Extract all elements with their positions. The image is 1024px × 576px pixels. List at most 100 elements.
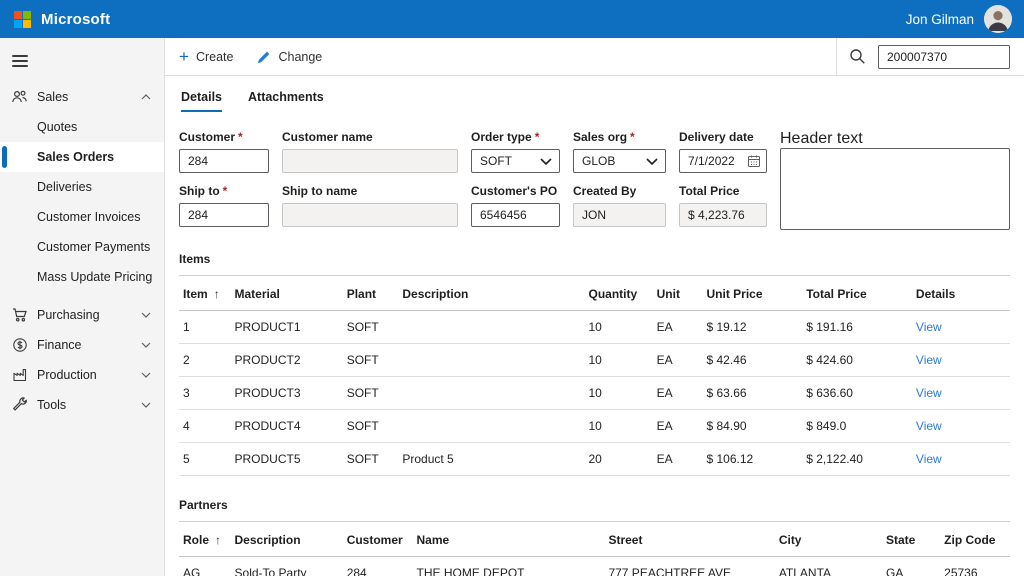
customer-input[interactable] <box>179 149 269 173</box>
column-header-quantity[interactable]: Quantity <box>585 276 653 311</box>
search-input[interactable] <box>878 45 1010 69</box>
user-menu[interactable]: Jon Gilman <box>906 5 1012 33</box>
tab-attachments[interactable]: Attachments <box>248 90 324 112</box>
cell: $ 42.46 <box>703 344 803 377</box>
column-header-city[interactable]: City <box>775 522 882 557</box>
selected-indicator <box>2 146 7 168</box>
partners-header-row: Role↑DescriptionCustomerNameStreetCitySt… <box>179 522 1010 557</box>
cell: THE HOME DEPOT <box>412 557 604 576</box>
items-header-row: Item↑MaterialPlantDescriptionQuantityUni… <box>179 276 1010 311</box>
column-header-name[interactable]: Name <box>412 522 604 557</box>
wrench-icon <box>11 397 28 413</box>
cell <box>398 344 584 377</box>
view-details-link[interactable]: View <box>916 386 942 400</box>
column-header-zip-code[interactable]: Zip Code <box>940 522 1010 557</box>
table-row: 3PRODUCT3SOFT10EA$ 63.66$ 636.60View <box>179 377 1010 410</box>
sort-ascending-icon: ↑ <box>214 287 220 301</box>
user-name: Jon Gilman <box>906 12 974 27</box>
cell: $ 106.12 <box>703 443 803 476</box>
view-details-link[interactable]: View <box>916 452 942 466</box>
column-header-customer[interactable]: Customer <box>343 522 413 557</box>
cell: GA <box>882 557 940 576</box>
sidebar-group-label: Tools <box>37 398 132 412</box>
brand-name: Microsoft <box>41 11 110 28</box>
customers-po-input[interactable] <box>471 203 560 227</box>
column-header-details[interactable]: Details <box>912 276 1010 311</box>
chevron-down-icon <box>141 402 151 408</box>
dollar-circle-icon <box>11 337 28 353</box>
sidebar-group-production[interactable]: Production <box>0 360 164 390</box>
sidebar-group-label: Sales <box>37 90 132 104</box>
column-header-unit-price[interactable]: Unit Price <box>703 276 803 311</box>
content: Details Attachments Customer * Customer n… <box>165 76 1024 576</box>
change-button-label: Change <box>278 50 322 64</box>
cell: EA <box>653 443 703 476</box>
column-header-description[interactable]: Description <box>231 522 343 557</box>
required-marker: * <box>223 184 228 198</box>
column-header-unit[interactable]: Unit <box>653 276 703 311</box>
tab-details[interactable]: Details <box>181 90 222 112</box>
avatar[interactable] <box>984 5 1012 33</box>
created-by-input <box>573 203 666 227</box>
sidebar-group-tools[interactable]: Tools <box>0 390 164 420</box>
total-price-input <box>679 203 767 227</box>
cell: EA <box>653 344 703 377</box>
sidebar-item-quotes[interactable]: Quotes <box>0 112 164 142</box>
sidebar-item-label: Sales Orders <box>37 150 114 164</box>
person-photo-icon <box>984 5 1012 33</box>
order-type-dropdown[interactable]: SOFT <box>471 149 560 173</box>
sidebar-item-customer-payments[interactable]: Customer Payments <box>0 232 164 262</box>
ship-to-name-field: Ship to name <box>282 184 458 227</box>
sidebar-item-deliveries[interactable]: Deliveries <box>0 172 164 202</box>
column-header-total-price[interactable]: Total Price <box>802 276 912 311</box>
cell: 5 <box>179 443 231 476</box>
cell: View <box>912 377 1010 410</box>
calendar-icon[interactable] <box>747 154 761 168</box>
sales-org-dropdown[interactable]: GLOB <box>573 149 666 173</box>
factory-icon <box>11 367 28 383</box>
app-window: Microsoft Jon Gilman <box>0 0 1024 576</box>
sidebar-item-label: Customer Invoices <box>37 210 141 224</box>
hamburger-menu-icon[interactable] <box>0 46 40 82</box>
sidebar-item-sales-orders[interactable]: Sales Orders <box>0 142 164 172</box>
sidebar-group-sales[interactable]: Sales <box>0 82 164 112</box>
cell: $ 636.60 <box>802 377 912 410</box>
column-header-material[interactable]: Material <box>231 276 343 311</box>
sidebar-group-purchasing[interactable]: Purchasing <box>0 300 164 330</box>
table-row: 1PRODUCT1SOFT10EA$ 19.12$ 191.16View <box>179 311 1010 344</box>
sidebar-item-mass-update-pricing[interactable]: Mass Update Pricing <box>0 262 164 292</box>
view-details-link[interactable]: View <box>916 320 942 334</box>
cell: Product 5 <box>398 443 584 476</box>
cell: SOFT <box>343 344 399 377</box>
brand[interactable]: Microsoft <box>14 11 110 28</box>
cell: 10 <box>585 311 653 344</box>
table-row: 2PRODUCT2SOFT10EA$ 42.46$ 424.60View <box>179 344 1010 377</box>
sidebar-item-customer-invoices[interactable]: Customer Invoices <box>0 202 164 232</box>
column-header-role[interactable]: Role↑ <box>179 522 231 557</box>
header-text-input[interactable] <box>780 148 1010 230</box>
field-label: Delivery date <box>679 130 754 144</box>
chevron-down-icon <box>141 312 151 318</box>
field-label: Header text <box>780 130 863 147</box>
cell: SOFT <box>343 311 399 344</box>
ship-to-input[interactable] <box>179 203 269 227</box>
column-header-item[interactable]: Item↑ <box>179 276 231 311</box>
customer-name-field: Customer name <box>282 130 458 173</box>
column-header-state[interactable]: State <box>882 522 940 557</box>
column-header-plant[interactable]: Plant <box>343 276 399 311</box>
view-details-link[interactable]: View <box>916 353 942 367</box>
create-button[interactable]: + Create <box>179 50 233 64</box>
customers-po-field: Customer's PO <box>471 184 560 227</box>
column-header-description[interactable]: Description <box>398 276 584 311</box>
column-header-street[interactable]: Street <box>604 522 774 557</box>
view-details-link[interactable]: View <box>916 419 942 433</box>
cell: PRODUCT1 <box>231 311 343 344</box>
cell: View <box>912 443 1010 476</box>
field-label: Total Price <box>679 184 739 198</box>
sidebar-group-finance[interactable]: Finance <box>0 330 164 360</box>
sidebar: Sales Quotes Sales Orders Deliveries Cus… <box>0 38 165 576</box>
chevron-down-icon <box>141 342 151 348</box>
search-icon[interactable] <box>849 48 866 65</box>
create-button-label: Create <box>196 50 234 64</box>
change-button[interactable]: Change <box>257 50 322 64</box>
